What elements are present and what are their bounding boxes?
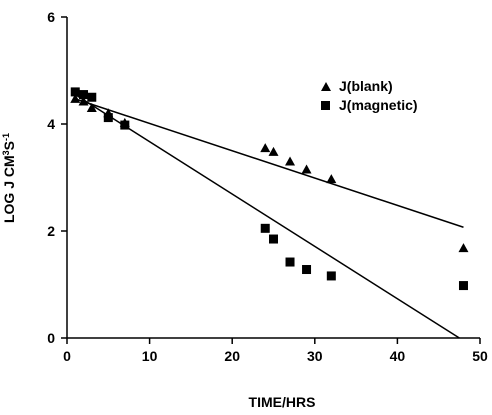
point-blank (285, 156, 296, 166)
legend-marker-magnetic (321, 101, 330, 110)
point-magnetic (326, 271, 336, 281)
trendline-blank (75, 98, 464, 228)
x-tick-label: 50 (472, 348, 488, 364)
y-tick-label: 0 (47, 330, 55, 346)
point-magnetic (269, 234, 278, 244)
point-magnetic (302, 265, 312, 275)
axes (61, 16, 481, 344)
point-magnetic (87, 92, 97, 102)
point-blank (86, 102, 97, 112)
point-blank (70, 93, 81, 103)
point-magnetic (79, 90, 89, 100)
y-axis-title-base: LOG J CM (1, 155, 17, 223)
legend-label-magnetic: J(magnetic) (339, 97, 418, 113)
point-magnetic (120, 120, 130, 130)
x-tick-label: 0 (63, 348, 71, 364)
x-tick-label: 30 (307, 348, 323, 364)
data-points (70, 87, 469, 291)
x-tick-label: 40 (390, 348, 406, 364)
point-blank (458, 243, 469, 253)
legend: J(blank) J(magnetic) (321, 78, 418, 113)
y-axis-title-exp1: 3 (1, 150, 11, 155)
legend-marker-blank (321, 82, 331, 91)
trendline-magnetic (74, 93, 460, 339)
y-tick-label: 4 (47, 116, 55, 132)
point-magnetic (458, 281, 468, 291)
point-blank (301, 164, 312, 174)
y-tick-label: 6 (47, 9, 55, 25)
y-axis-title-mid: S (1, 141, 17, 150)
x-axis-title: TIME/HRS (249, 394, 316, 410)
point-blank (326, 174, 337, 184)
trendlines (74, 93, 464, 339)
x-tick-label: 20 (224, 348, 240, 364)
point-magnetic (103, 113, 113, 123)
legend-label-blank: J(blank) (339, 78, 393, 94)
y-tick-label: 2 (47, 223, 55, 239)
x-tick-label: 10 (142, 348, 158, 364)
point-magnetic (70, 87, 80, 97)
tick-labels: 0 10 20 30 40 50 0 2 4 6 (47, 9, 488, 364)
point-blank (268, 146, 279, 156)
point-magnetic (260, 223, 270, 233)
y-axis-title: LOG J CM3S-1 (1, 133, 17, 223)
y-axis-title-exp2: -1 (1, 133, 11, 141)
point-blank (78, 96, 89, 106)
point-blank (260, 143, 271, 153)
point-magnetic (285, 257, 295, 267)
